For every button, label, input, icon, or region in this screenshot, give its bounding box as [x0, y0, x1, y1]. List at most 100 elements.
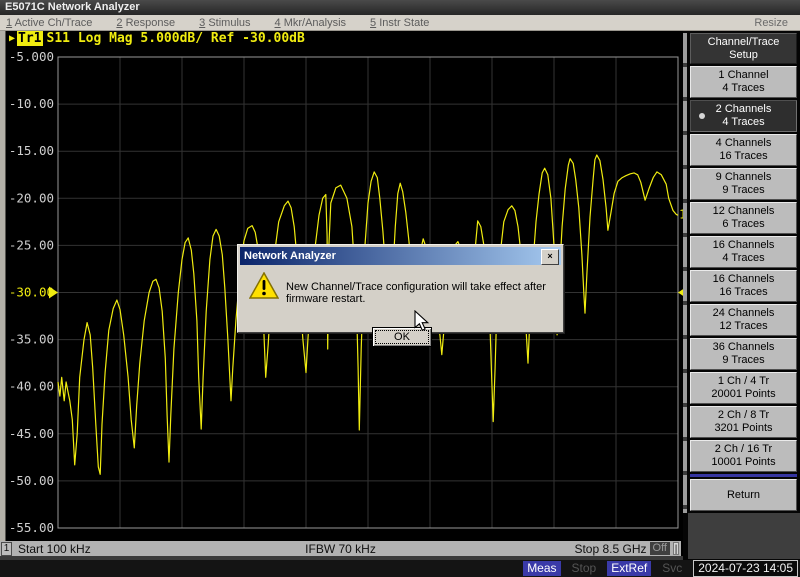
- softkey-label: 16 Channels: [712, 239, 775, 251]
- trace-name-badge[interactable]: Tr1: [17, 31, 43, 46]
- softkey-label: 10001 Points: [711, 456, 776, 468]
- softkey-label: 9 Channels: [715, 171, 772, 183]
- datetime-display: 2024-07-23 14:05: [693, 560, 798, 577]
- y-axis-tick-label: -40.00: [9, 379, 54, 394]
- status-indicators: Meas Stop ExtRef Svc: [523, 561, 686, 576]
- menu-response[interactable]: 2 Response: [116, 16, 176, 29]
- window-title-bar: E5071C Network Analyzer: [0, 0, 800, 15]
- stop-frequency-group: Stop 8.5 GHz Off |: [574, 542, 679, 556]
- y-axis-tick-label: -35.00: [9, 332, 54, 347]
- dialog-title-bar: Network Analyzer ×: [240, 247, 561, 265]
- softkey-label: 2 Ch / 8 Tr: [717, 409, 770, 421]
- menu-stimulus[interactable]: 3 Stimulus: [199, 16, 251, 29]
- softkey-12-channels-6-traces[interactable]: 12 Channels 6 Traces: [690, 202, 797, 234]
- softkey-16-channels-4-traces[interactable]: 16 Channels 4 Traces: [690, 236, 797, 268]
- softkey-title-line2: Setup: [729, 48, 758, 61]
- dialog-message: New Channel/Trace configuration will tak…: [286, 281, 546, 305]
- start-frequency-label: Start 100 kHz: [18, 541, 91, 556]
- off-indicator-badge: Off: [649, 542, 670, 555]
- softkey-label: 4 Traces: [722, 82, 765, 94]
- dialog-network-analyzer: Network Analyzer × New Channel/Trace con…: [237, 244, 564, 347]
- y-axis-tick-label: -50.00: [9, 473, 54, 488]
- softkey-2-channels-4-traces[interactable]: 2 Channels 4 Traces: [690, 100, 797, 132]
- softkey-label: 3201 Points: [714, 422, 773, 434]
- trace-status-bar: ▶ Tr1 S11 Log Mag 5.000dB/ Ref -30.00dB: [9, 31, 305, 46]
- y-axis-tick-label: -45.00: [9, 426, 54, 441]
- y-axis-tick-label: -55.00: [9, 520, 54, 535]
- softkey-label: 9 Traces: [722, 354, 765, 366]
- ok-button-label: OK: [375, 330, 429, 344]
- ok-button[interactable]: OK: [372, 327, 432, 347]
- softkey-title-line1: Channel/Trace: [707, 35, 780, 48]
- stop-frequency-label: Stop 8.5 GHz: [574, 541, 647, 556]
- softkey-24-channels-12-traces[interactable]: 24 Channels 12 Traces: [690, 304, 797, 336]
- menu-instr-state[interactable]: 5 Instr State: [370, 16, 430, 29]
- indicator-extref: ExtRef: [607, 561, 652, 576]
- softkey-1-ch-4-tr-20001-points[interactable]: 1 Ch / 4 Tr 20001 Points: [690, 372, 797, 404]
- trace-end-number: 1: [679, 206, 687, 221]
- menu-bar: 1 Active Ch/Trace 2 Response 3 Stimulus 4 M…: [0, 15, 800, 31]
- softkey-1-channel-4-traces[interactable]: 1 Channel 4 Traces: [690, 66, 797, 98]
- graph-status-bar: 1 Start 100 kHz IFBW 70 kHz Stop 8.5 GHz…: [0, 541, 681, 556]
- resize-button[interactable]: Resize: [754, 17, 788, 29]
- trace-format-text: S11 Log Mag 5.000dB/ Ref -30.00dB: [46, 31, 305, 46]
- channel-number-box: 1: [1, 541, 12, 556]
- softkey-menu-title: Channel/Trace Setup: [690, 33, 797, 64]
- system-status-bar: Meas Stop ExtRef Svc 2024-07-23 14:05: [0, 560, 800, 577]
- menu-active-ch-trace[interactable]: 1 Active Ch/Trace: [6, 16, 93, 29]
- softkey-label: 4 Traces: [722, 252, 765, 264]
- y-axis-tick-label: -30.00: [9, 285, 54, 300]
- softkey-label: 20001 Points: [711, 388, 776, 400]
- softkey-16-channels-16-traces[interactable]: 16 Channels 16 Traces: [690, 270, 797, 302]
- status-edge-marker: |: [673, 542, 679, 555]
- indicator-stop: Stop: [571, 561, 597, 575]
- softkey-4-channels-16-traces[interactable]: 4 Channels 16 Traces: [690, 134, 797, 166]
- menu-mkr-analysis[interactable]: 4 Mkr/Analysis: [274, 16, 347, 29]
- window-title: E5071C Network Analyzer: [5, 1, 140, 13]
- softkey-label: 16 Channels: [712, 273, 775, 285]
- softkey-label: 12 Channels: [712, 205, 775, 217]
- softkey-label: 9 Traces: [722, 184, 765, 196]
- warning-icon: [249, 272, 279, 299]
- menu-items-container: 1 Active Ch/Trace 2 Response 3 Stimulus 4 M…: [6, 17, 429, 29]
- selected-dot-icon: [699, 113, 705, 119]
- close-icon[interactable]: ×: [541, 249, 559, 265]
- mouse-cursor: [414, 310, 430, 332]
- indicator-svc: Svc: [662, 561, 683, 575]
- softkey-label: 36 Channels: [712, 341, 775, 353]
- ref-level-marker-left: [49, 286, 58, 299]
- active-trace-arrow-icon: ▶: [9, 33, 16, 44]
- dialog-body: New Channel/Trace configuration will tak…: [238, 267, 563, 347]
- sidebar-scroll-strip: [683, 33, 687, 513]
- softkey-column: Channel/Trace Setup 1 Channel 4 Traces 2 C…: [690, 33, 797, 511]
- y-axis-tick-label: -10.00: [9, 96, 54, 111]
- softkey-label: 4 Traces: [722, 116, 765, 128]
- softkey-9-channels-9-traces[interactable]: 9 Channels 9 Traces: [690, 168, 797, 200]
- separator-band: [0, 556, 690, 560]
- softkey-label: 6 Traces: [722, 218, 765, 230]
- softkey-sidebar: Channel/Trace Setup 1 Channel 4 Traces 2 C…: [683, 31, 800, 560]
- left-scrollbar-strip: [0, 31, 6, 541]
- y-axis-tick-label: -20.00: [9, 190, 54, 205]
- softkey-label: 1 Channel: [718, 69, 769, 81]
- trace-s11: [57, 154, 679, 475]
- indicator-meas: Meas: [523, 561, 561, 576]
- softkey-label: 12 Traces: [719, 320, 768, 332]
- softkey-label: 2 Channels: [715, 103, 772, 115]
- y-axis-tick-label: -25.00: [9, 237, 54, 252]
- softkey-return[interactable]: Return: [690, 479, 797, 511]
- softkey-2-ch-16-tr-10001-points[interactable]: 2 Ch / 16 Tr 10001 Points: [690, 440, 797, 472]
- softkey-label: 24 Channels: [712, 307, 775, 319]
- sidebar-bottom-panel: [688, 513, 800, 559]
- softkey-2-ch-8-tr-3201-points[interactable]: 2 Ch / 8 Tr 3201 Points: [690, 406, 797, 438]
- softkey-label: 1 Ch / 4 Tr: [717, 375, 770, 387]
- y-axis-tick-label: -15.00: [9, 143, 54, 158]
- softkey-label: 16 Traces: [719, 286, 768, 298]
- softkey-label: 4 Channels: [715, 137, 772, 149]
- softkey-separator: [690, 474, 797, 477]
- ifbw-label: IFBW 70 kHz: [305, 541, 376, 556]
- softkey-36-channels-9-traces[interactable]: 36 Channels 9 Traces: [690, 338, 797, 370]
- softkey-label: 2 Ch / 16 Tr: [714, 443, 773, 455]
- dialog-title: Network Analyzer: [244, 250, 336, 262]
